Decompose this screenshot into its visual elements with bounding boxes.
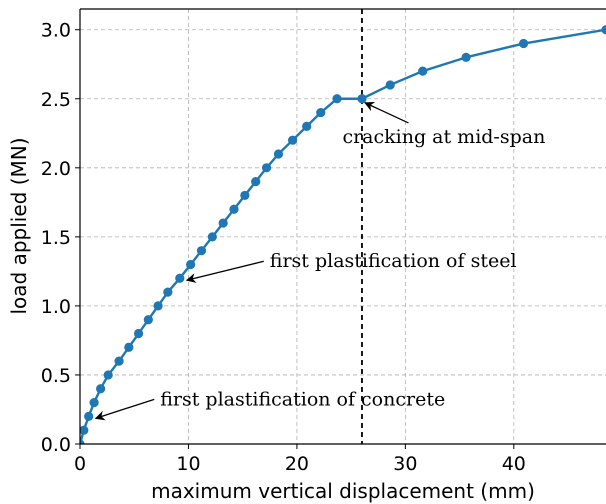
x-tick-label: 20 [285, 453, 309, 475]
data-point [273, 149, 284, 159]
annotations: cracking at mid-span first plastification… [94, 102, 545, 421]
data-point [332, 94, 342, 104]
data-point [218, 218, 228, 228]
data-point [114, 356, 124, 366]
data-point [163, 287, 173, 297]
data-point [229, 204, 239, 214]
axes-frame [79, 8, 606, 445]
data-point [80, 439, 85, 444]
y-tick-label: 1.5 [41, 227, 71, 249]
data-point [287, 135, 298, 145]
y-tick-label: 3.0 [41, 20, 71, 42]
data-point [96, 384, 106, 394]
annotation-text: first plastification of steel [270, 250, 517, 272]
annotation-arrow [364, 102, 409, 124]
x-axis-label: maximum vertical displacement (mm) [151, 479, 535, 503]
data-point [196, 246, 207, 256]
y-tick-label: 0.5 [41, 365, 71, 387]
x-tick-label: 30 [393, 453, 417, 475]
annotation-text: first plastification of concrete [160, 388, 445, 410]
ticks: 0 10 20 30 40 0.0 0.5 1.0 1.5 2.0 2.5 3.0 [41, 20, 526, 475]
data-point [601, 25, 606, 35]
data-point [153, 301, 163, 311]
x-tick-label: 10 [176, 453, 200, 475]
data-point [133, 328, 144, 339]
data-point [418, 66, 428, 76]
data-point [175, 273, 185, 283]
annotation-arrow [185, 260, 264, 283]
data-point [143, 315, 153, 325]
data-point [89, 397, 99, 408]
y-tick-label: 0.0 [41, 434, 71, 456]
y-axis-label: load applied (MN) [7, 137, 31, 314]
y-tick-label: 2.5 [41, 89, 71, 111]
annotation-text: cracking at mid-span [342, 126, 545, 148]
data-point [385, 80, 395, 90]
data-point [251, 177, 261, 187]
annotation-arrow [94, 398, 155, 421]
y-tick-label: 2.0 [41, 158, 71, 180]
data-point [207, 232, 217, 242]
data-point [103, 370, 113, 380]
series-load-displacement [80, 25, 606, 444]
data-point [357, 94, 367, 104]
data-point [124, 342, 134, 352]
data-point [518, 38, 529, 49]
grid [80, 9, 606, 444]
y-tick-label: 1.0 [41, 296, 71, 318]
x-tick-label: 40 [502, 453, 526, 475]
data-point [84, 411, 94, 421]
data-point [302, 121, 312, 131]
data-point [316, 107, 326, 118]
data-point [461, 52, 471, 62]
data-point [80, 425, 89, 435]
data-point [240, 190, 250, 201]
data-point [261, 163, 272, 173]
data-point [186, 259, 196, 270]
x-tick-label: 0 [74, 453, 86, 475]
